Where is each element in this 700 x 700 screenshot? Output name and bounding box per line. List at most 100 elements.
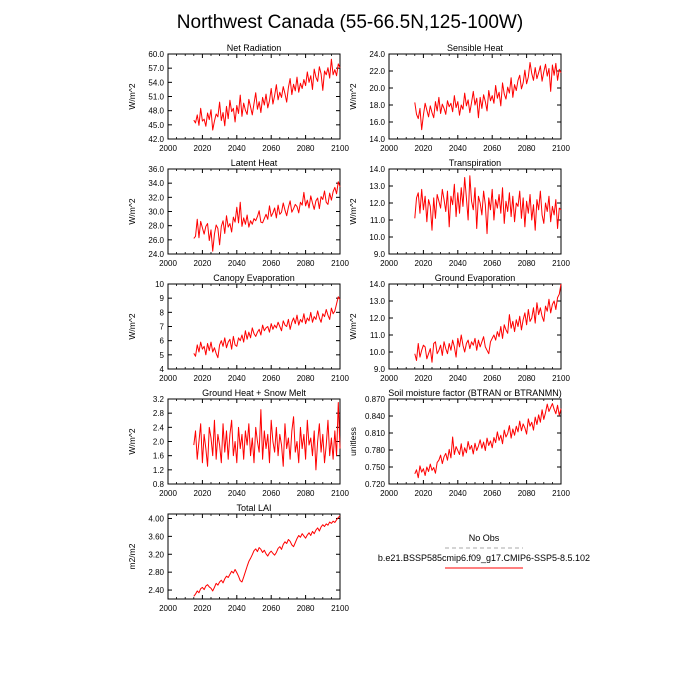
y-tick-label: 51.0 — [148, 93, 164, 102]
x-tick-label: 2080 — [297, 489, 315, 498]
x-tick-label: 2020 — [415, 374, 433, 383]
y-axis-label: W/m^2 — [127, 198, 137, 224]
y-tick-label: 2.0 — [153, 438, 165, 447]
x-tick-label: 2020 — [194, 604, 212, 613]
y-axis-label: W/m^2 — [348, 313, 358, 339]
x-tick-label: 2100 — [552, 259, 570, 268]
y-tick-label: 10.0 — [369, 348, 385, 357]
x-tick-label: 2040 — [449, 259, 467, 268]
y-tick-label: 3.60 — [148, 532, 164, 541]
x-tick-label: 2060 — [483, 489, 501, 498]
y-tick-label: 1.2 — [153, 466, 165, 475]
series-line — [193, 402, 341, 471]
panel-latent-heat: Latent Heat 2000 2020 2040 2060 2080 2100 24.0 2… — [127, 158, 349, 268]
x-tick-label: 2000 — [159, 144, 177, 153]
page-title: Northwest Canada (55-66.5N,125-100W) — [177, 12, 523, 33]
y-tick-label: 10 — [155, 280, 164, 289]
series-line — [414, 283, 562, 363]
y-tick-label: 24.0 — [369, 50, 385, 59]
panel-ground-evaporation: Ground Evaporation 2000 2020 2040 2060 2080 21… — [348, 273, 570, 383]
y-tick-label: 12.0 — [369, 314, 385, 323]
y-tick-label: 48.0 — [148, 107, 164, 116]
y-axis-label: W/m^2 — [348, 83, 358, 109]
x-tick-label: 2040 — [228, 489, 246, 498]
x-tick-label: 2060 — [262, 144, 280, 153]
panel-title: Transpiration — [449, 158, 501, 168]
x-tick-label: 2000 — [380, 144, 398, 153]
x-tick-label: 2100 — [331, 144, 349, 153]
y-tick-label: 18.0 — [369, 101, 385, 110]
x-tick-label: 2060 — [262, 259, 280, 268]
series-line — [193, 515, 341, 597]
y-tick-label: 14.0 — [369, 135, 385, 144]
x-tick-label: 2040 — [449, 374, 467, 383]
panel-transpiration: Transpiration 2000 2020 2040 2060 2080 2100 9.0… — [348, 158, 570, 268]
x-tick-label: 2020 — [415, 489, 433, 498]
y-tick-label: 11.0 — [370, 216, 386, 225]
panel-title: Ground Heat + Snow Melt — [202, 388, 306, 398]
panel-soil-moisture-factor-btran-or-btranmn: Soil moisture factor (BTRAN or BTRANMN) 2… — [348, 388, 570, 498]
y-tick-label: 9.0 — [374, 365, 386, 374]
x-tick-label: 2060 — [262, 374, 280, 383]
panel-title: Soil moisture factor (BTRAN or BTRANMN) — [388, 388, 562, 398]
y-tick-label: 32.0 — [148, 193, 164, 202]
x-tick-label: 2000 — [380, 489, 398, 498]
y-tick-label: 14.0 — [369, 280, 385, 289]
y-tick-label: 2.4 — [153, 423, 165, 432]
x-tick-label: 2020 — [415, 144, 433, 153]
panel-title: Total LAI — [236, 503, 271, 513]
y-tick-label: 57.0 — [148, 64, 164, 73]
x-tick-label: 2020 — [415, 259, 433, 268]
panel-title: Canopy Evaporation — [213, 273, 295, 283]
panel-ground-heat-snow-melt: Ground Heat + Snow Melt 2000 2020 2040 2060 2… — [127, 388, 349, 498]
series-line — [193, 296, 341, 359]
y-tick-label: 54.0 — [148, 78, 164, 87]
x-tick-label: 2100 — [331, 489, 349, 498]
y-tick-label: 5 — [160, 351, 165, 360]
x-tick-label: 2020 — [194, 489, 212, 498]
y-tick-label: 7 — [160, 323, 165, 332]
y-tick-label: 9.0 — [374, 250, 386, 259]
x-tick-label: 2060 — [262, 489, 280, 498]
x-tick-label: 2020 — [194, 144, 212, 153]
y-tick-label: 16.0 — [369, 118, 385, 127]
y-tick-label: 0.870 — [365, 395, 386, 404]
x-tick-label: 2080 — [297, 259, 315, 268]
x-tick-label: 2100 — [331, 604, 349, 613]
x-tick-label: 2000 — [159, 604, 177, 613]
y-tick-label: 2.40 — [148, 586, 164, 595]
x-tick-label: 2060 — [483, 259, 501, 268]
legend: No Obs b.e21.BSSP585cmip6.f09_g17.CMIP6-… — [378, 533, 590, 569]
y-axis-label: W/m^2 — [127, 83, 137, 109]
x-tick-label: 2080 — [297, 374, 315, 383]
panel-title: Net Radiation — [227, 43, 282, 53]
y-tick-label: 34.0 — [148, 179, 164, 188]
x-tick-label: 2060 — [483, 144, 501, 153]
x-tick-label: 2040 — [228, 144, 246, 153]
x-tick-label: 2080 — [518, 144, 536, 153]
panel-sensible-heat: Sensible Heat 2000 2020 2040 2060 2080 2100 14.… — [348, 43, 570, 153]
x-tick-label: 2020 — [194, 374, 212, 383]
x-tick-label: 2020 — [194, 259, 212, 268]
y-tick-label: 45.0 — [148, 121, 164, 130]
y-axis-label: unitless — [348, 427, 358, 456]
series-line — [414, 175, 562, 235]
y-tick-label: 11.0 — [370, 331, 386, 340]
series-line — [414, 403, 562, 479]
panel-title: Ground Evaporation — [435, 273, 516, 283]
x-tick-label: 2100 — [552, 144, 570, 153]
y-tick-label: 0.8 — [153, 480, 165, 489]
x-tick-label: 2080 — [297, 604, 315, 613]
y-tick-label: 20.0 — [369, 84, 385, 93]
series-line — [193, 58, 341, 131]
y-axis-label: W/m^2 — [127, 313, 137, 339]
x-tick-label: 2000 — [159, 259, 177, 268]
panel-title: Sensible Heat — [447, 43, 504, 53]
x-tick-label: 2100 — [331, 259, 349, 268]
x-tick-label: 2040 — [228, 259, 246, 268]
y-tick-label: 6 — [160, 337, 165, 346]
y-tick-label: 0.720 — [365, 480, 386, 489]
